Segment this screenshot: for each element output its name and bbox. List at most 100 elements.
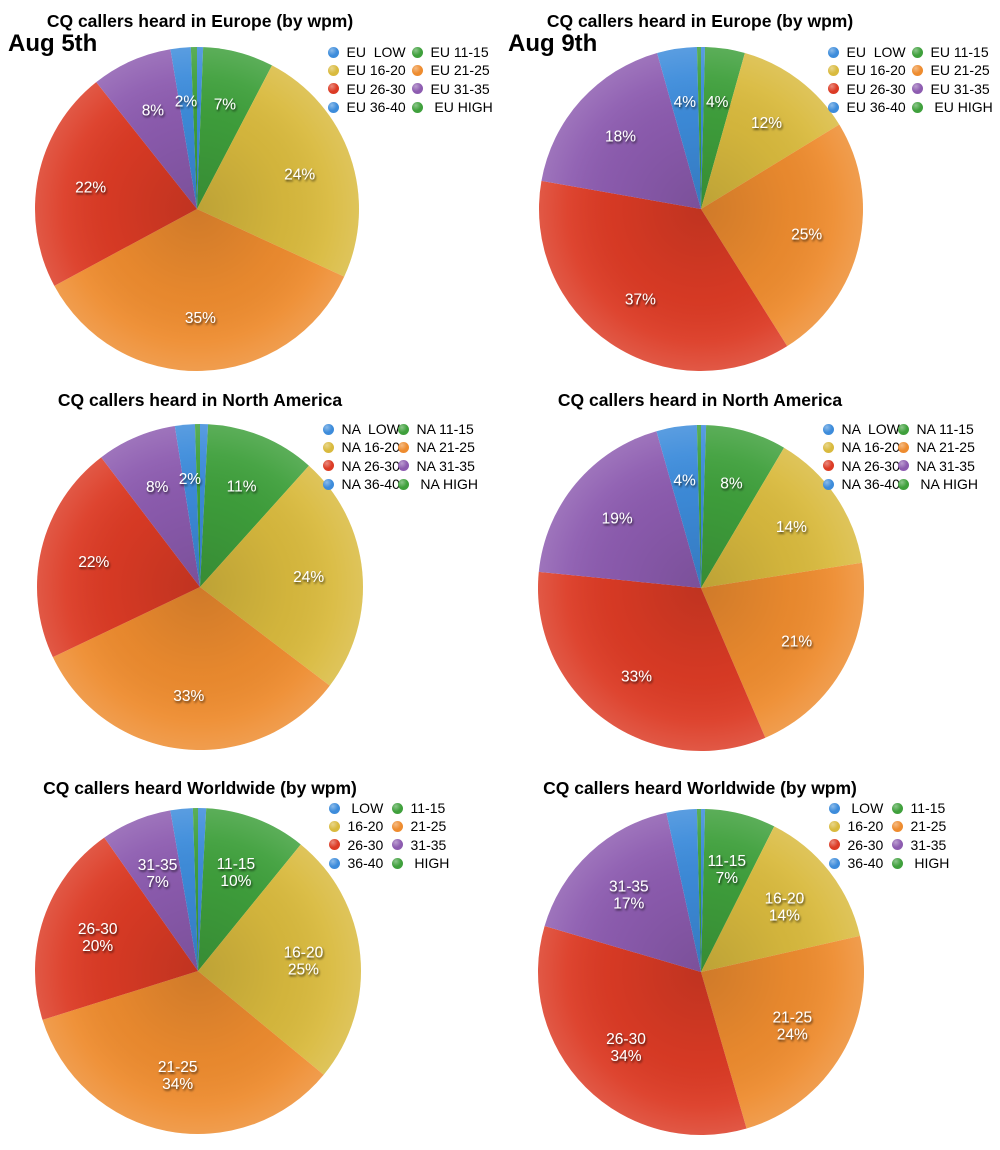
legend-dot-icon xyxy=(322,460,334,472)
legend-label: NA 21-25 xyxy=(416,439,475,456)
legend-item-na-low: NA LOW xyxy=(322,421,400,437)
legend-dot-icon xyxy=(897,423,909,435)
legend-item-na-11-15: NA 11-15 xyxy=(897,421,974,437)
legend-item-eu-high: EU HIGH xyxy=(911,99,993,116)
legend-dot-icon xyxy=(397,423,409,435)
legend-label: NA 11-15 xyxy=(916,421,974,437)
legend-dot-icon xyxy=(827,101,839,113)
pie-1: 4% 12% 25% 37% 18% 4% xyxy=(538,47,863,372)
slice-label-11-15: 11-15 10% xyxy=(217,856,256,890)
slice-label-na-16-20: 14% xyxy=(776,519,807,536)
pie-4: 11-15 10% 16-20 25% 21-25 34% 26-30 20% 31-35 7% xyxy=(34,808,361,1134)
legend-item-eu-high: EU HIGH xyxy=(411,99,493,116)
legend-label: NA 31-35 xyxy=(916,457,975,474)
legend-dot-icon xyxy=(827,64,839,76)
chart-title-europe-aug9: CQ callers heard in Europe (by wpm) xyxy=(546,11,854,31)
slice-label-na-21-25: 21% xyxy=(781,633,812,650)
legend-dot-icon xyxy=(911,101,923,113)
legend-item-21-25: 21-25 xyxy=(391,818,447,835)
legend-item-na-high: NA HIGH xyxy=(897,476,978,492)
legend-label: 11-15 xyxy=(410,800,446,816)
slice-label-eu-36-40: 2% xyxy=(175,94,198,111)
legend-item-high: HIGH xyxy=(891,855,950,872)
pie-3: 8% 14% 21% 33% 19% 4% xyxy=(538,424,865,752)
slice-label-eu-16-20: 12% xyxy=(751,115,782,132)
legend-item-eu-26-30: EU 26-30 xyxy=(827,80,906,97)
legend-dot-icon xyxy=(911,46,923,58)
legend-label: EU HIGH xyxy=(430,99,493,116)
legend-label: 31-35 xyxy=(910,836,947,853)
slice-label-21-25: 21-25 34% xyxy=(158,1059,198,1093)
legend-item-eu-21-25: EU 21-25 xyxy=(911,62,990,79)
slice-label-na-31-35: 8% xyxy=(146,479,169,496)
legend-label: EU 21-25 xyxy=(930,62,990,79)
legend-item-low: LOW xyxy=(328,800,384,816)
legend-item-36-40: 36-40 xyxy=(828,855,884,872)
slice-label-eu-36-40: 4% xyxy=(674,94,697,111)
legend-dot-icon xyxy=(322,441,334,453)
legend-item-eu-36-40: EU 36-40 xyxy=(327,99,406,115)
legend-item-na-16-20: NA 16-20 xyxy=(822,439,900,456)
legend-label: 21-25 xyxy=(410,818,447,835)
legend-dot-icon xyxy=(911,83,923,95)
slice-label-eu-21-25: 35% xyxy=(185,310,216,327)
legend-item-eu-16-20: EU 16-20 xyxy=(327,62,406,78)
slice-label-eu-31-35: 18% xyxy=(605,129,636,146)
legend-item-36-40: 36-40 xyxy=(328,855,383,871)
slice-label-eu-31-35: 8% xyxy=(142,102,165,119)
legend-item-31-35: 31-35 xyxy=(391,837,446,853)
slice-label-na-26-30: 33% xyxy=(621,669,652,686)
legend-item-na-31-35: NA 31-35 xyxy=(397,457,475,474)
legend-dot-icon xyxy=(822,423,834,435)
legend-label: 16-20 xyxy=(347,818,384,835)
legend-item-eu-26-30: EU 26-30 xyxy=(327,81,406,97)
legend-label: LOW xyxy=(347,800,384,816)
legend-dot-icon xyxy=(891,839,903,851)
slice-label-11-15: 11-15 7% xyxy=(708,853,747,887)
legend-item-na-26-30: NA 26-30 xyxy=(322,457,400,474)
legend-dot-icon xyxy=(397,478,409,490)
legend-dot-icon xyxy=(328,820,340,832)
legend-dot-icon xyxy=(827,83,839,95)
legend-label: NA 31-35 xyxy=(416,457,475,474)
legend-dot-icon xyxy=(828,839,840,851)
legend-item-eu-low: EU LOW xyxy=(327,44,406,60)
legend-label: EU 31-35 xyxy=(430,80,490,97)
chart-title-northamerica-aug5: CQ callers heard in North America xyxy=(57,390,343,410)
legend-item-eu-16-20: EU 16-20 xyxy=(827,62,906,78)
legend-label: NA 26-30 xyxy=(341,457,400,474)
legend-item-na-high: NA HIGH xyxy=(397,476,478,493)
legend-item-11-15: 11-15 xyxy=(891,800,945,816)
legend-item-na-36-40: NA 36-40 xyxy=(322,476,400,492)
legend-label: NA HIGH xyxy=(416,476,478,493)
legend-label: EU 11-15 xyxy=(930,44,989,60)
legend-label: EU 21-25 xyxy=(430,62,490,79)
legend-label: EU 26-30 xyxy=(846,80,906,97)
legend-item-eu-low: EU LOW xyxy=(827,44,906,60)
legend-label: NA 16-20 xyxy=(841,439,900,456)
legend-label: 26-30 xyxy=(847,836,884,853)
legend-dot-icon xyxy=(328,839,340,851)
legend-dot-icon xyxy=(891,820,903,832)
legend-dot-icon xyxy=(822,441,834,453)
legend-label: NA 16-20 xyxy=(341,439,400,456)
slice-label-31-35: 31-35 17% xyxy=(609,878,649,912)
legend-item-26-30: 26-30 xyxy=(828,836,884,853)
legend-dot-icon xyxy=(411,101,423,113)
date-label-aug5: Aug 5th xyxy=(8,30,98,57)
legend-label: 16-20 xyxy=(847,818,884,835)
legend-label: HIGH xyxy=(910,855,950,872)
legend-item-na-26-30: NA 26-30 xyxy=(822,458,900,474)
legend-dot-icon xyxy=(328,802,340,814)
legend-label: 36-40 xyxy=(847,855,884,872)
legend-dot-icon xyxy=(327,46,339,58)
legend-label: 26-30 xyxy=(347,836,384,853)
pie-0: 7% 24% 35% 22% 8% 2% xyxy=(34,47,359,371)
legend-label: EU HIGH xyxy=(930,99,993,116)
slice-label-eu-11-15: 7% xyxy=(214,97,237,114)
legend-label: EU 11-15 xyxy=(430,44,489,60)
legend-item-na-36-40: NA 36-40 xyxy=(822,476,900,492)
legend-label: EU 36-40 xyxy=(846,99,906,116)
